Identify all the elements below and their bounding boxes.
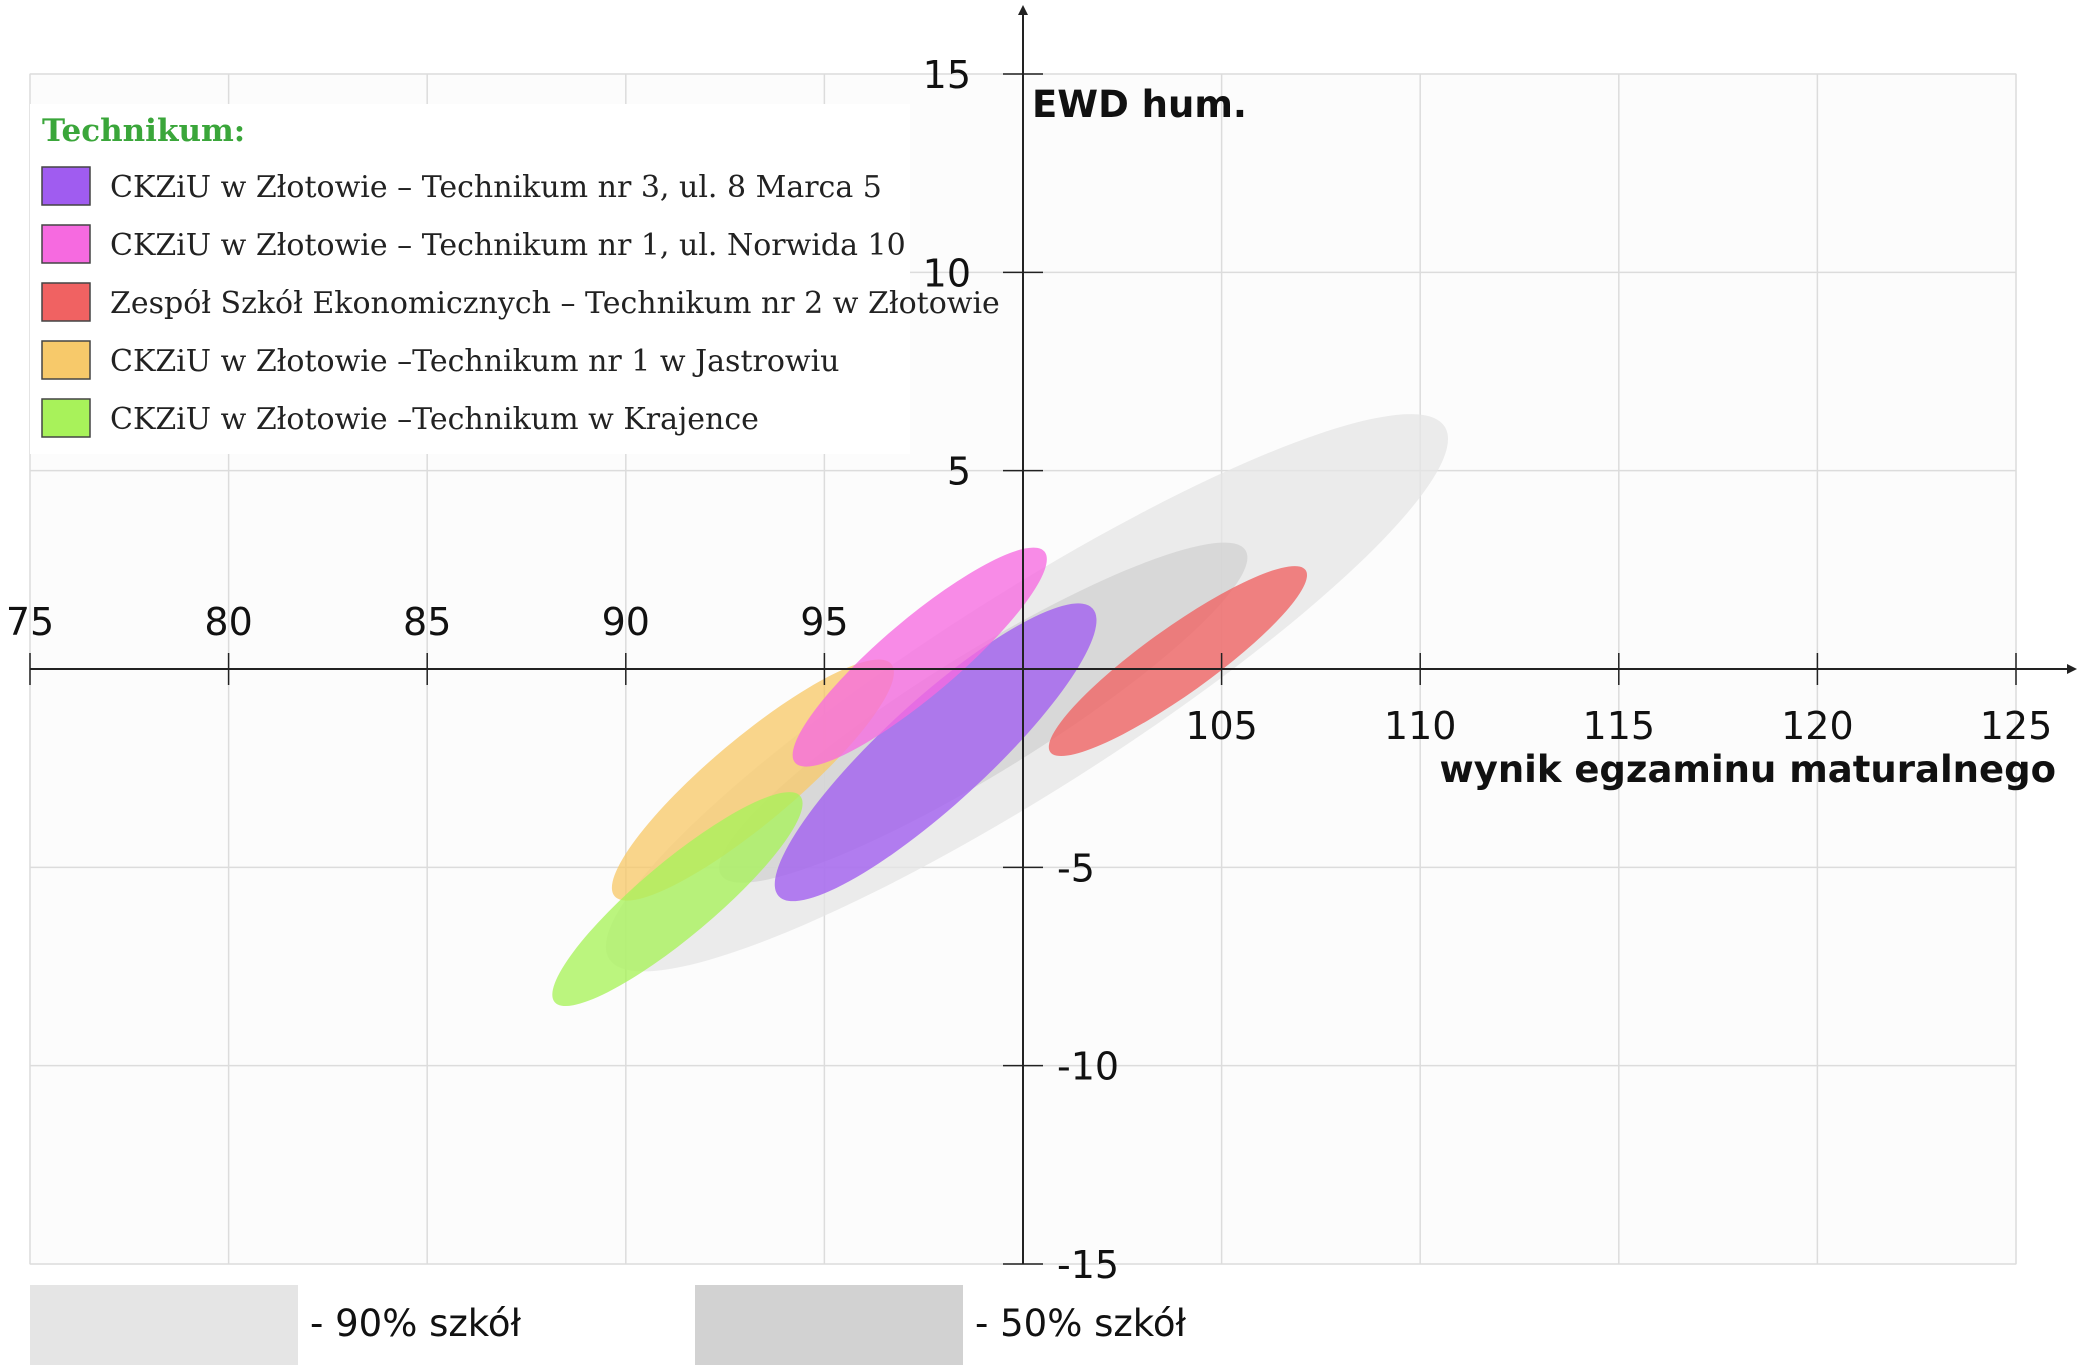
band-label-90: - 90% szkół [310, 1302, 522, 1345]
legend: Technikum: CKZiU w Złotowie – Technikum … [30, 104, 1000, 454]
legend-swatch-2 [41, 224, 91, 264]
y-tick-label: 10 [923, 251, 971, 295]
legend-title: Technikum: [42, 113, 245, 149]
y-tick-label: 15 [923, 53, 971, 97]
legend-label-4: CKZiU w Złotowie –Technikum nr 1 w Jastr… [110, 344, 840, 379]
series-ellipse-5 [552, 792, 803, 1007]
x-tick-label: 115 [1583, 704, 1656, 748]
band-legend: - 90% szkół - 50% szkół [30, 1285, 1187, 1365]
legend-label-1: CKZiU w Złotowie – Technikum nr 3, ul. 8… [110, 170, 882, 205]
axes [30, 5, 2077, 1264]
x-tick-label: 95 [800, 600, 848, 644]
y-tick-label: 5 [947, 450, 971, 494]
x-tick-label: 110 [1384, 704, 1457, 748]
series-ellipse-2 [792, 547, 1047, 767]
y-tick-label: -15 [1057, 1243, 1119, 1287]
legend-label-2: CKZiU w Złotowie – Technikum nr 1, ul. N… [110, 228, 906, 263]
series-ellipse-1 [774, 603, 1097, 902]
x-tick-label: 105 [1185, 704, 1258, 748]
series-ellipse-3 [1048, 566, 1307, 757]
y-tick-label: -5 [1057, 846, 1095, 890]
x-tick-label: 120 [1781, 704, 1854, 748]
legend-swatch-1 [41, 166, 91, 206]
y-axis-title: EWD hum. [1032, 83, 1247, 126]
x-tick-label: 80 [204, 600, 252, 644]
y-tick-label: -10 [1057, 1045, 1119, 1089]
legend-label-5: CKZiU w Złotowie –Technikum w Krajence [110, 402, 759, 437]
band-swatch-90 [30, 1285, 298, 1365]
x-axis-title: wynik egzaminu maturalnego [1440, 748, 2056, 791]
band-label-50: - 50% szkół [975, 1302, 1187, 1345]
legend-swatch-3 [41, 282, 91, 322]
legend-swatch-5 [41, 398, 91, 438]
legend-label-3: Zespół Szkół Ekonomicznych – Technikum n… [110, 286, 1000, 321]
x-tick-label: 85 [403, 600, 451, 644]
x-tick-label: 90 [602, 600, 650, 644]
x-tick-label: 125 [1980, 704, 2053, 748]
x-tick-label: 75 [6, 600, 54, 644]
school-ellipses [552, 547, 1307, 1007]
legend-swatch-4 [41, 340, 91, 380]
band-swatch-50 [695, 1285, 963, 1365]
legend-background [30, 104, 910, 454]
